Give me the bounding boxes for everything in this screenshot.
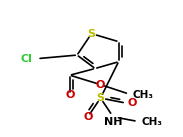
Text: O: O [128, 98, 137, 108]
Text: S: S [87, 29, 96, 39]
Text: CH₃: CH₃ [142, 117, 163, 127]
Text: O: O [96, 80, 105, 90]
Text: NH: NH [104, 117, 122, 127]
Text: CH₃: CH₃ [133, 90, 154, 100]
Text: O: O [65, 90, 74, 100]
Text: O: O [83, 112, 93, 122]
Text: S: S [96, 93, 104, 103]
Text: Cl: Cl [20, 54, 32, 64]
